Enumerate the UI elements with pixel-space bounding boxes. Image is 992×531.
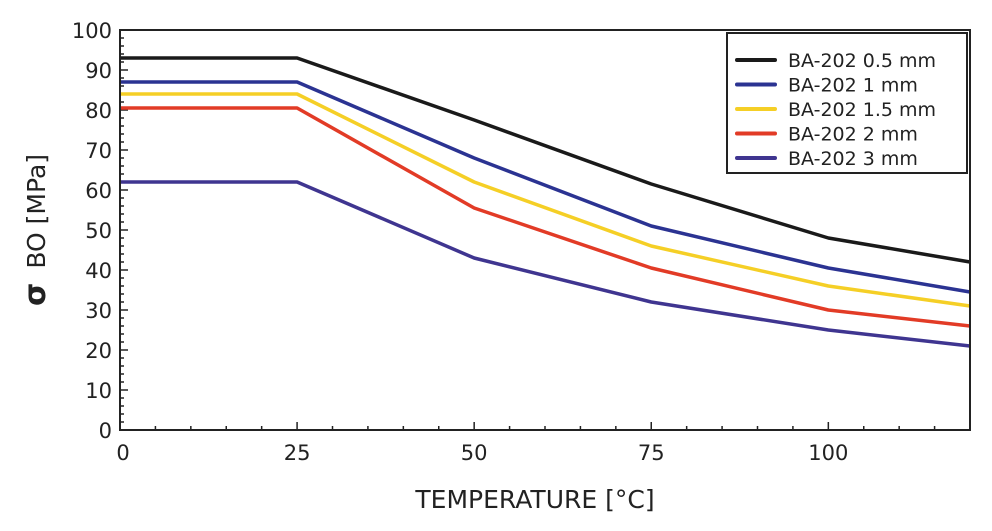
y-tick-label: 60 [85, 179, 112, 203]
sigma-symbol: σ [18, 283, 53, 306]
legend-label: BA-202 2 mm [788, 124, 918, 146]
y-tick-label: 80 [85, 99, 112, 123]
y-tick-label: 10 [85, 379, 112, 403]
y-axis-label: σ BO [MPa] [18, 154, 53, 306]
y-tick-label: 100 [72, 19, 112, 43]
x-tick-label: 75 [638, 441, 665, 465]
legend-label: BA-202 1.5 mm [788, 99, 936, 121]
y-tick-label: 30 [85, 299, 112, 323]
x-tick-label: 25 [284, 441, 311, 465]
legend-label: BA-202 1 mm [788, 75, 918, 97]
y-tick-label: 0 [99, 419, 112, 443]
x-tick-label: 50 [461, 441, 488, 465]
legend-label: BA-202 3 mm [788, 148, 918, 170]
y-tick-label: 40 [85, 259, 112, 283]
x-axis-ticks: 0 25 50 75 100 [116, 422, 970, 465]
y-tick-label: 20 [85, 339, 112, 363]
x-tick-label: 100 [808, 441, 848, 465]
y-tick-label: 50 [85, 219, 112, 243]
y-tick-label: 70 [85, 139, 112, 163]
y-axis-label-text: BO [MPa] [22, 154, 51, 269]
x-axis-label: TEMPERATURE [°C] [414, 485, 654, 514]
x-tick-label: 0 [116, 441, 129, 465]
legend-label: BA-202 0.5 mm [788, 50, 936, 72]
y-tick-label: 90 [85, 59, 112, 83]
